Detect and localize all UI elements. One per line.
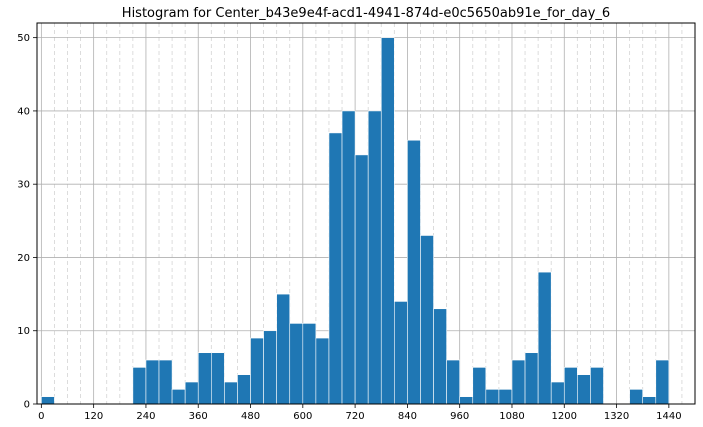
- histogram-bar: [211, 352, 225, 405]
- histogram-bar: [485, 389, 500, 405]
- x-tick-label: 1320: [604, 411, 629, 422]
- histogram-bar: [550, 381, 565, 405]
- x-tick-label: 480: [241, 411, 260, 422]
- x-tick-label: 0: [38, 411, 44, 422]
- y-tick-label: 40: [17, 106, 30, 117]
- histogram-bar: [158, 359, 173, 405]
- histogram-bar: [446, 359, 460, 405]
- histogram-bar: [655, 359, 670, 405]
- histogram-bar: [498, 389, 513, 405]
- y-tick-label: 50: [17, 33, 30, 44]
- histogram-bar: [537, 271, 552, 405]
- histogram-bar: [145, 359, 160, 405]
- histogram-bar: [407, 139, 421, 405]
- histogram-bar: [328, 132, 343, 405]
- x-tick-label: 240: [136, 411, 155, 422]
- histogram-bar: [184, 381, 199, 405]
- x-tick-label: 1440: [656, 411, 681, 422]
- histogram-bar: [197, 352, 212, 405]
- histogram-bar: [289, 323, 304, 405]
- histogram-bar: [511, 359, 526, 405]
- histogram-bar: [315, 337, 330, 405]
- histogram-bar: [354, 154, 369, 405]
- chart-title: Histogram for Center_b43e9e4f-acd1-4941-…: [122, 6, 610, 21]
- histogram-bar: [472, 367, 487, 405]
- y-tick-label: 30: [17, 180, 30, 191]
- histogram-bar: [171, 389, 186, 405]
- histogram-bar: [563, 367, 578, 405]
- histogram-bar: [420, 235, 434, 405]
- y-tick-label: 10: [17, 326, 30, 337]
- y-axis-ticks: 0 10 20 30 40 50: [17, 33, 37, 411]
- x-tick-label: 360: [189, 411, 208, 422]
- histogram-bar: [590, 367, 604, 405]
- x-tick-label: 1080: [499, 411, 524, 422]
- histogram-bar: [524, 352, 539, 405]
- histogram-bar: [629, 389, 644, 405]
- x-tick-label: 600: [293, 411, 312, 422]
- histogram-bar: [394, 301, 408, 405]
- x-tick-label: 840: [398, 411, 417, 422]
- histogram-bar: [263, 330, 277, 405]
- histogram-bar: [224, 381, 238, 405]
- x-tick-label: 960: [450, 411, 469, 422]
- y-tick-label: 20: [17, 253, 30, 264]
- histogram-bar: [250, 337, 264, 405]
- x-tick-label: 1200: [552, 411, 577, 422]
- histogram-bar: [577, 374, 591, 405]
- histogram-bar: [433, 308, 447, 405]
- x-tick-label: 120: [84, 411, 103, 422]
- histogram-bar: [41, 396, 55, 405]
- histogram-bar: [237, 374, 251, 405]
- histogram-bar: [276, 293, 291, 405]
- histogram-bar: [380, 37, 395, 405]
- x-axis-ticks: 0 120 240 360 480 600 720 840 960 1080 1200 1320 144…: [38, 404, 682, 422]
- histogram-bar: [341, 110, 356, 405]
- x-tick-label: 720: [346, 411, 365, 422]
- y-tick-label: 0: [24, 400, 30, 411]
- histogram-bar: [459, 396, 474, 405]
- histogram-bar: [367, 110, 382, 405]
- plot-frame: [36, 22, 696, 405]
- histogram-bar: [302, 323, 317, 405]
- histogram-bar: [132, 367, 147, 405]
- histogram-bars: [41, 37, 670, 405]
- histogram-bar: [642, 396, 657, 405]
